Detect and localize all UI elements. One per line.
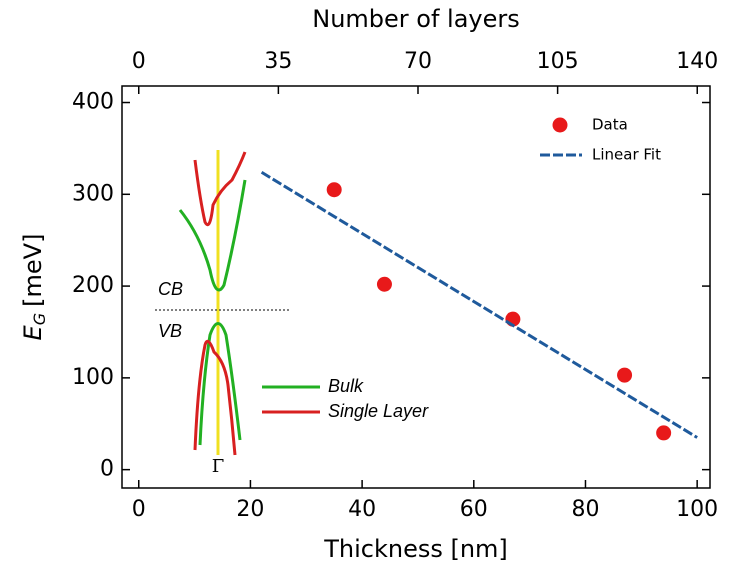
inset: CB VB Γ Bulk Single Layer [155, 150, 429, 477]
single-label: Single Layer [328, 401, 429, 421]
y-tick-label: 100 [72, 365, 114, 390]
bulk-cb [178, 179, 247, 292]
legend-label: Linear Fit [592, 146, 661, 164]
fit-line [260, 170, 698, 439]
legend-marker [552, 117, 568, 133]
x2-tick-label: 140 [676, 49, 718, 74]
legend-label: Data [592, 116, 628, 134]
x2-tick-label: 0 [132, 49, 146, 74]
x-tick-label: 40 [348, 497, 376, 522]
x2-axis-label: Number of layers [312, 5, 520, 33]
y-tick-label: 200 [72, 273, 114, 298]
x-tick-label: 0 [132, 497, 146, 522]
x-tick-label: 20 [236, 497, 264, 522]
y-tick-label: 300 [72, 181, 114, 206]
data-point [376, 276, 392, 292]
x-tick-label: 80 [571, 497, 599, 522]
y-tick-label: 400 [72, 90, 114, 115]
vb-label: VB [158, 321, 182, 341]
data-point [326, 182, 342, 198]
y-label-unit: [meV] [19, 234, 47, 307]
gamma-label: Γ [212, 456, 225, 477]
plot-frame [121, 85, 711, 489]
x-axis-label: Thickness [nm] [323, 535, 508, 563]
data-point [617, 367, 633, 383]
cb-label: CB [158, 279, 183, 299]
y-label-symbol: E [19, 324, 47, 340]
single-vb [193, 339, 237, 456]
x2-tick-label: 35 [264, 49, 292, 74]
data-point [656, 425, 672, 441]
y-label-subscript: G [30, 313, 49, 325]
y-tick-label: 0 [100, 457, 114, 482]
y-axis-label: EG [meV] [19, 234, 49, 341]
x2-tick-label: 105 [537, 49, 579, 74]
single-cb [193, 151, 247, 227]
x-tick-label: 60 [460, 497, 488, 522]
x2-tick-label: 70 [404, 49, 432, 74]
bulk-label: Bulk [328, 376, 364, 396]
bulk-vb [198, 322, 242, 446]
x-tick-label: 100 [676, 497, 718, 522]
